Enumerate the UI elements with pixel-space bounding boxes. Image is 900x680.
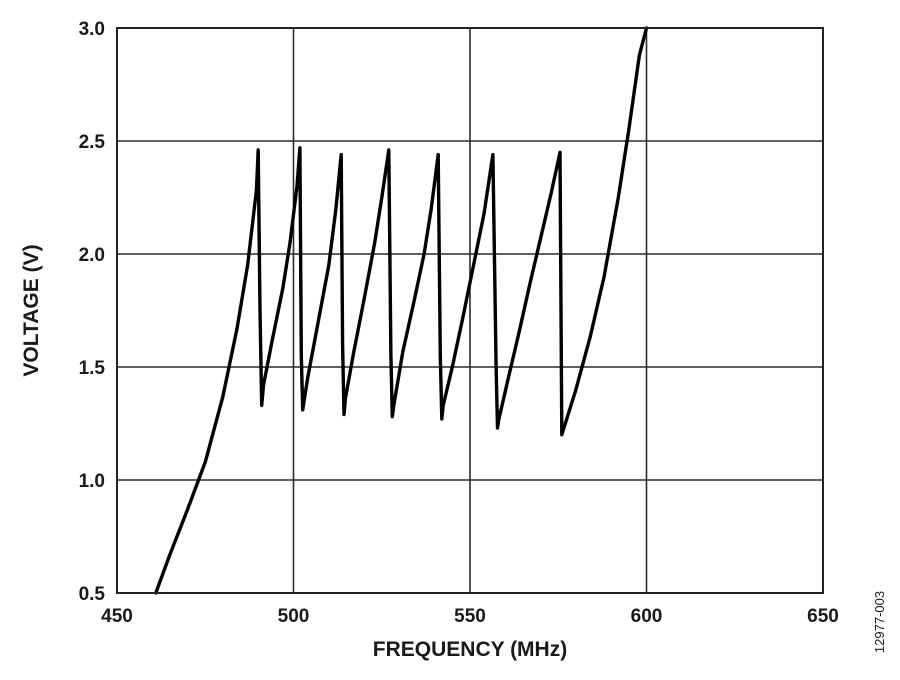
series-layer <box>154 26 649 595</box>
series-line-0 <box>154 26 649 595</box>
y-tick-label: 1.0 <box>79 471 105 492</box>
y-tick-label: 1.5 <box>79 358 106 379</box>
x-tick-label: 600 <box>631 606 663 627</box>
x-tick-label: 650 <box>807 606 839 627</box>
y-tick-label: 3.0 <box>79 19 105 40</box>
plot-frame <box>116 27 824 594</box>
x-tick-label: 500 <box>278 606 310 627</box>
y-axis-title: VOLTAGE (V) <box>20 244 43 376</box>
y-tick-label: 0.5 <box>79 584 106 605</box>
grid-lines <box>116 27 824 594</box>
y-axis-ticks: 0.5 1.0 1.5 2.0 2.5 3.0 <box>79 19 106 605</box>
x-axis-title: FREQUENCY (MHz) <box>373 638 567 661</box>
x-tick-label: 450 <box>101 606 133 627</box>
y-tick-label: 2.0 <box>79 245 105 266</box>
x-tick-label: 550 <box>454 606 486 627</box>
x-axis-ticks: 450 500 550 600 650 <box>101 606 839 627</box>
figure-id-label: 12977-003 <box>872 591 887 653</box>
y-tick-label: 2.5 <box>79 132 106 153</box>
